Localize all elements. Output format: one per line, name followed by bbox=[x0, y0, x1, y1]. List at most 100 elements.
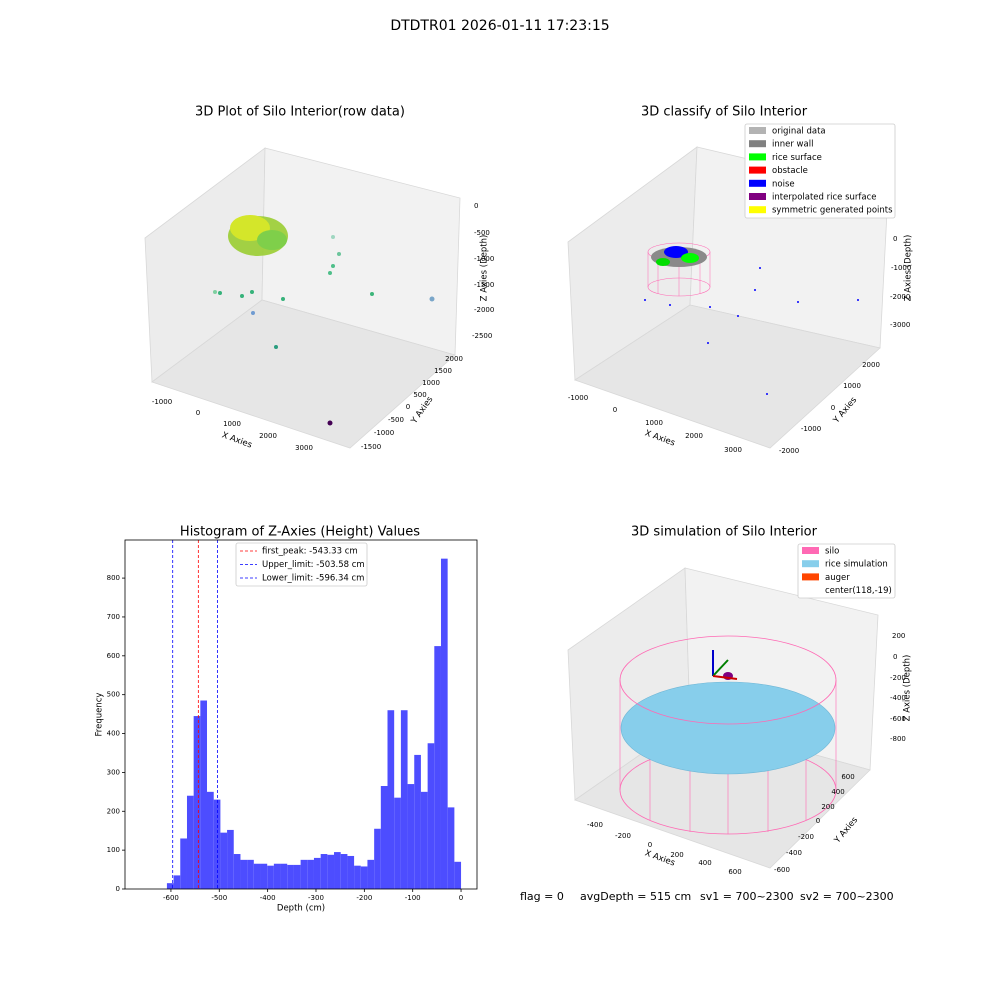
histogram-bar bbox=[240, 859, 248, 889]
histogram-bar bbox=[447, 807, 455, 889]
legend-label: inner wall bbox=[772, 140, 813, 150]
x-axis-label: Depth (cm) bbox=[277, 904, 325, 914]
z-tick-label: -400 bbox=[890, 694, 906, 702]
y-tick-label: -1000 bbox=[374, 429, 394, 437]
y-tick-label: 2000 bbox=[445, 355, 463, 363]
y-tick-label: 1000 bbox=[422, 379, 440, 387]
histogram-bar bbox=[360, 866, 368, 889]
z-tick-label: -800 bbox=[890, 735, 906, 743]
y-tick-label: 200 bbox=[107, 807, 120, 815]
histogram-bar bbox=[427, 743, 435, 889]
x-tick-label: -200 bbox=[615, 832, 631, 840]
legend-label: first_peak: -543.33 cm bbox=[262, 547, 358, 557]
y-tick-label: -2000 bbox=[779, 447, 799, 455]
histogram-bar bbox=[280, 863, 288, 889]
legend-label: center(118,-19) bbox=[825, 586, 892, 596]
y-tick-label: -1500 bbox=[361, 443, 381, 451]
histogram-bar bbox=[454, 861, 462, 889]
y-tick-label: 200 bbox=[821, 803, 834, 811]
pane-3d bbox=[144, 147, 461, 449]
histogram-bar bbox=[287, 864, 294, 889]
y-tick-label: 600 bbox=[107, 652, 120, 660]
y-tick-label: 2000 bbox=[862, 361, 880, 369]
y-tick-label: -1000 bbox=[801, 425, 821, 433]
z-tick-label: 0 bbox=[893, 235, 897, 243]
z-tick-label: -200 bbox=[890, 674, 906, 682]
status-text: avgDepth = 515 cm bbox=[580, 890, 691, 903]
histogram-bar bbox=[320, 854, 328, 889]
histogram-bar bbox=[380, 786, 388, 889]
legend-label: interpolated rice surface bbox=[772, 193, 877, 203]
x-tick-label: 3000 bbox=[724, 446, 742, 454]
chart-title: 3D classify of Silo Interior bbox=[641, 105, 808, 120]
histogram-bar bbox=[327, 854, 335, 889]
z-tick-label: -2000 bbox=[890, 293, 910, 301]
legend-swatch bbox=[749, 206, 766, 214]
legend-label: noise bbox=[772, 179, 795, 189]
histogram-bar bbox=[253, 863, 261, 889]
x-tick-label: 0 bbox=[459, 894, 463, 902]
legend-box bbox=[797, 543, 896, 599]
histogram-bar bbox=[440, 558, 448, 889]
histogram-bar bbox=[354, 865, 361, 889]
chart-title: 3D simulation of Silo Interior bbox=[631, 525, 818, 540]
y-tick-label: -500 bbox=[388, 416, 404, 424]
legend-swatch bbox=[749, 179, 766, 187]
y-tick-label: 0 bbox=[116, 885, 120, 893]
legend-label: rice simulation bbox=[825, 560, 888, 570]
z-tick-label: -2500 bbox=[472, 332, 492, 340]
x-tick-label: 2000 bbox=[259, 432, 277, 440]
x-tick-label: -1000 bbox=[152, 398, 172, 406]
z-tick-label: -1000 bbox=[891, 264, 911, 272]
histogram-bar bbox=[166, 883, 174, 889]
legend-swatch bbox=[749, 140, 766, 148]
y-axis-label: Frequency bbox=[95, 693, 105, 737]
histogram-bar bbox=[227, 829, 234, 889]
y-axis-label: Y Axies bbox=[409, 394, 436, 426]
legend-swatch bbox=[749, 153, 766, 161]
legend-label: Lower_limit: -596.34 cm bbox=[262, 574, 364, 584]
histogram-bar bbox=[220, 832, 228, 889]
y-tick-label: 800 bbox=[107, 574, 120, 582]
y-tick-label: 500 bbox=[413, 391, 426, 399]
histogram-bar bbox=[233, 854, 241, 889]
histogram-bar bbox=[193, 716, 201, 889]
histogram-bar bbox=[387, 710, 395, 889]
x-tick-label: 1000 bbox=[223, 420, 241, 428]
y-tick-label: 0 bbox=[406, 403, 410, 411]
legend-swatch bbox=[749, 166, 766, 174]
status-text: flag = 0 bbox=[520, 890, 564, 903]
histogram-bar bbox=[207, 791, 214, 889]
y-tick-label: 600 bbox=[841, 773, 854, 781]
histogram-bar bbox=[293, 864, 301, 889]
x-tick-label: 400 bbox=[698, 859, 711, 867]
x-tick-label: -100 bbox=[405, 894, 421, 902]
x-tick-label: -600 bbox=[163, 894, 179, 902]
z-tick-label: 200 bbox=[892, 632, 905, 640]
histogram-bar bbox=[434, 646, 441, 889]
status-text: sv1 = 700~2300 bbox=[700, 890, 794, 903]
legend-label: Upper_limit: -503.58 cm bbox=[262, 560, 365, 570]
y-tick-label: 400 bbox=[107, 730, 120, 738]
histogram-bar bbox=[400, 710, 408, 889]
y-tick-label: 400 bbox=[831, 788, 844, 796]
x-tick-label: 600 bbox=[728, 868, 741, 876]
y-tick-label: 700 bbox=[107, 613, 120, 621]
histogram-bar bbox=[367, 859, 375, 889]
legend-label: obstacle bbox=[772, 166, 808, 176]
x-axis-label: X Axies bbox=[643, 428, 676, 448]
y-tick-label: -200 bbox=[798, 833, 814, 841]
legend-label: auger bbox=[825, 573, 850, 583]
legend-box bbox=[744, 123, 896, 219]
legend-swatch bbox=[802, 547, 819, 554]
x-tick-label: -200 bbox=[356, 894, 372, 902]
histogram-bar bbox=[213, 799, 221, 889]
histogram-bar bbox=[414, 754, 421, 889]
x-tick-label: 3000 bbox=[295, 444, 313, 452]
x-tick-label: -400 bbox=[260, 894, 276, 902]
y-tick-label: 100 bbox=[107, 846, 120, 854]
x-tick-label: -500 bbox=[211, 894, 227, 902]
x-tick-label: -400 bbox=[587, 821, 603, 829]
point-cloud bbox=[213, 215, 435, 426]
histogram-bar bbox=[173, 875, 181, 889]
